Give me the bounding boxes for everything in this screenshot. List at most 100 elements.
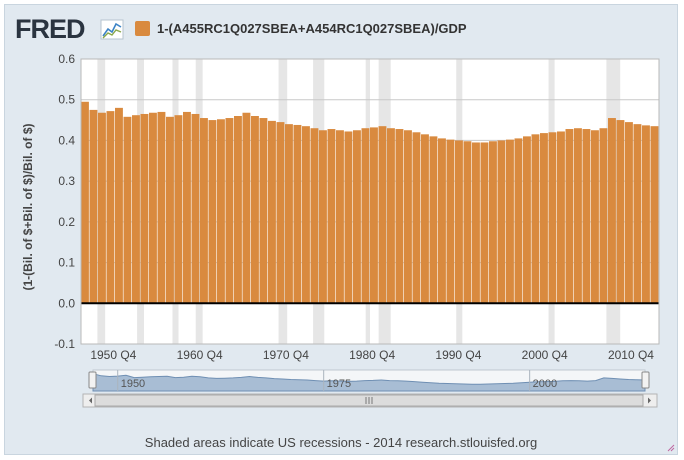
data-bar [557,131,565,304]
data-bar [574,128,582,304]
data-bar [616,120,625,304]
data-bar [344,131,353,304]
navigator-year-label: 1975 [327,378,351,390]
data-bar [200,118,208,304]
scroll-left-arrow-icon[interactable] [89,397,92,404]
data-bar [302,126,310,304]
y-tick-label: -0.1 [54,337,75,351]
data-bar [531,134,540,304]
y-tick-label: 0.3 [58,174,75,188]
chart-area: -0.1 0.0 0.1 0.2 0.3 0.4 0.5 0.6 1950 Q4 1960 Q4 1… [54,52,660,408]
data-bar [404,130,412,304]
data-bar [132,115,140,304]
navigator-right-handle[interactable] [641,371,650,389]
line-chart-icon [100,19,124,40]
data-bar [514,138,523,304]
data-bar [234,116,242,304]
data-bar [115,107,123,304]
data-bar [242,112,251,304]
data-bar [608,118,616,304]
plot-border [80,58,660,345]
data-bar [98,112,106,304]
y-axis-label: (1-(Bil. of $+Bil. of $)/Bil. of $) [21,123,35,291]
data-bar [191,113,200,304]
y-tick-label: 0.2 [58,215,75,229]
footer-note: Shaded areas indicate US recessions - 20… [144,435,538,450]
y-tick-label: 0.6 [58,52,75,66]
recession-band [313,59,325,344]
data-bar [472,142,480,304]
y-tick-label: 0.0 [58,296,75,310]
data-bar [208,120,217,304]
data-bar [174,115,183,304]
data-bar [123,116,132,304]
data-bar [480,142,489,304]
data-bar [149,112,157,304]
y-tick-label: 0.1 [58,256,75,270]
data-bar [183,111,191,304]
data-bar [429,136,438,304]
data-bar [489,141,497,304]
data-bar [327,129,336,304]
data-bar [353,130,361,304]
data-bar [225,118,234,304]
data-bar [548,132,557,304]
data-bar [268,120,276,304]
resize-handle-icon[interactable] [665,442,675,452]
data-bar [599,128,608,304]
x-tick-label: 1970 Q4 [263,348,309,362]
data-bar [361,128,370,304]
data-bar [285,124,293,304]
data-bar [336,130,344,304]
data-bar [89,109,98,304]
data-bar [387,128,395,304]
data-bar [582,129,591,304]
data-bar [650,126,659,304]
data-bar [106,111,115,304]
x-tick-label: 1990 Q4 [435,348,481,362]
data-bar [455,140,463,304]
data-bar [463,141,472,304]
data-bar [293,124,302,304]
data-bar [633,124,642,304]
fred-logo[interactable]: FRED [15,14,127,46]
y-tick-label: 0.5 [58,93,75,107]
data-bar [412,132,421,304]
data-bar [540,133,548,304]
data-bar [166,116,174,304]
data-bar [497,140,506,304]
data-bar [251,116,259,304]
data-bar [140,113,149,304]
navigator-left-handle[interactable] [88,371,97,389]
chart-frame: FRED 1-(A455RC1Q027SBEA+A454RC1Q027SBEA)… [4,4,678,455]
legend: 1-(A455RC1Q027SBEA+A454RC1Q027SBEA)/GDP [135,19,467,37]
x-tick-label: 2010 Q4 [608,348,654,362]
x-tick-label: 1980 Q4 [349,348,395,362]
navigator-year-label: 1950 [121,378,145,390]
data-bar [591,130,599,304]
data-bar [378,126,387,304]
svg-text:FRED: FRED [15,14,85,42]
legend-label: 1-(A455RC1Q027SBEA+A454RC1Q027SBEA)/GDP [157,20,467,36]
fred-logo-graphic: FRED [15,14,124,44]
x-tick-label: 2000 Q4 [522,348,568,362]
data-bar [421,134,429,304]
data-bar [157,111,166,304]
data-bar [506,139,514,304]
data-bar [446,139,455,304]
scroll-right-arrow-icon[interactable] [648,397,651,404]
legend-swatch [135,20,150,36]
navigator-series [92,373,646,392]
data-bar [395,129,404,304]
data-bar [259,118,268,304]
data-bar [81,101,89,304]
data-bar [523,136,531,304]
data-bar [310,128,319,304]
x-tick-label: 1960 Q4 [177,348,223,362]
data-bar [217,119,225,304]
data-bar [625,122,633,304]
data-bar [319,130,327,304]
data-bar [370,127,378,304]
data-bar [438,138,446,304]
x-tick-label: 1950 Q4 [90,348,136,362]
